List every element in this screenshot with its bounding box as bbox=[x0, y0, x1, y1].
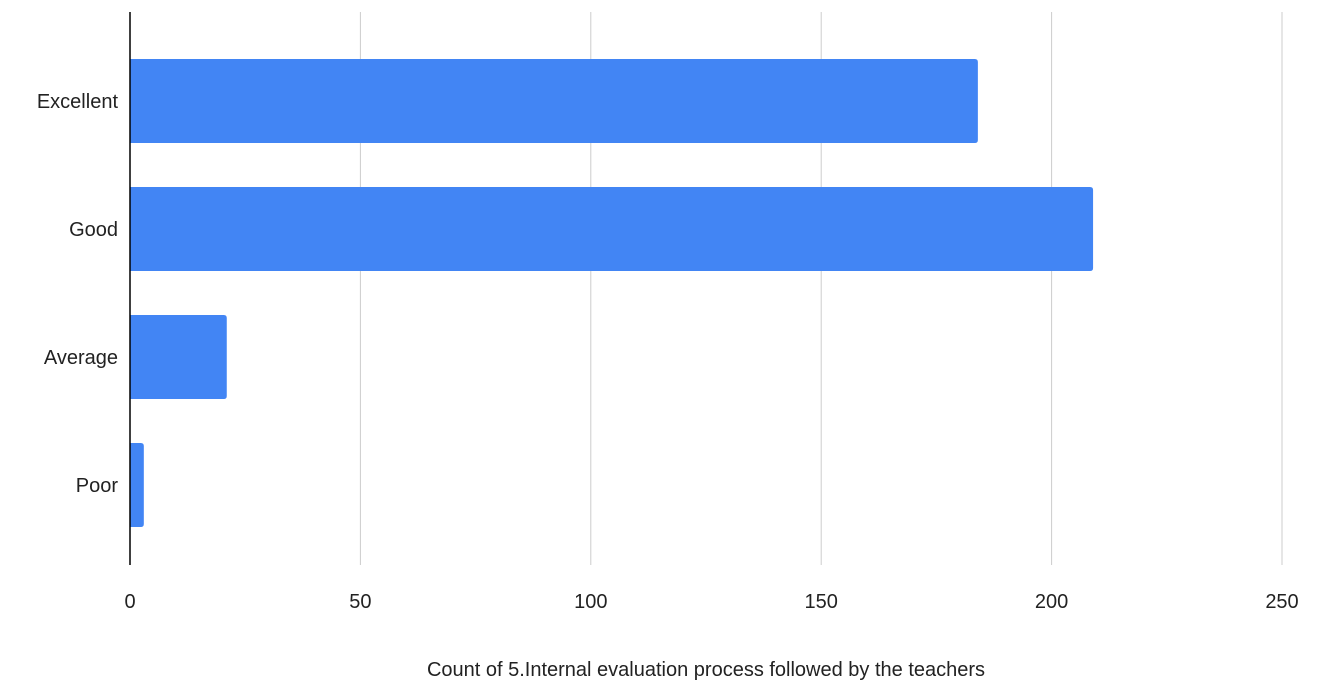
x-tick-label-100: 100 bbox=[574, 591, 607, 613]
x-axis-title: Count of 5.Internal evaluation process f… bbox=[427, 659, 985, 681]
bar-average bbox=[130, 315, 227, 399]
x-tick-label-250: 250 bbox=[1265, 591, 1298, 613]
category-labels: Excellent Good Average Poor bbox=[37, 91, 119, 497]
category-label-excellent: Excellent bbox=[37, 91, 119, 113]
category-label-poor: Poor bbox=[76, 475, 119, 497]
bar-good bbox=[130, 187, 1094, 271]
bar-poor bbox=[130, 443, 144, 527]
bar-excellent bbox=[130, 59, 978, 143]
x-tick-label-200: 200 bbox=[1035, 591, 1068, 613]
x-tick-labels: 0 50 100 150 200 250 bbox=[124, 591, 1298, 613]
x-tick-label-50: 50 bbox=[349, 591, 371, 613]
x-tick-label-0: 0 bbox=[124, 591, 135, 613]
category-label-good: Good bbox=[69, 219, 118, 241]
category-label-average: Average bbox=[44, 347, 118, 369]
x-tick-label-150: 150 bbox=[805, 591, 838, 613]
bars bbox=[130, 59, 1094, 527]
